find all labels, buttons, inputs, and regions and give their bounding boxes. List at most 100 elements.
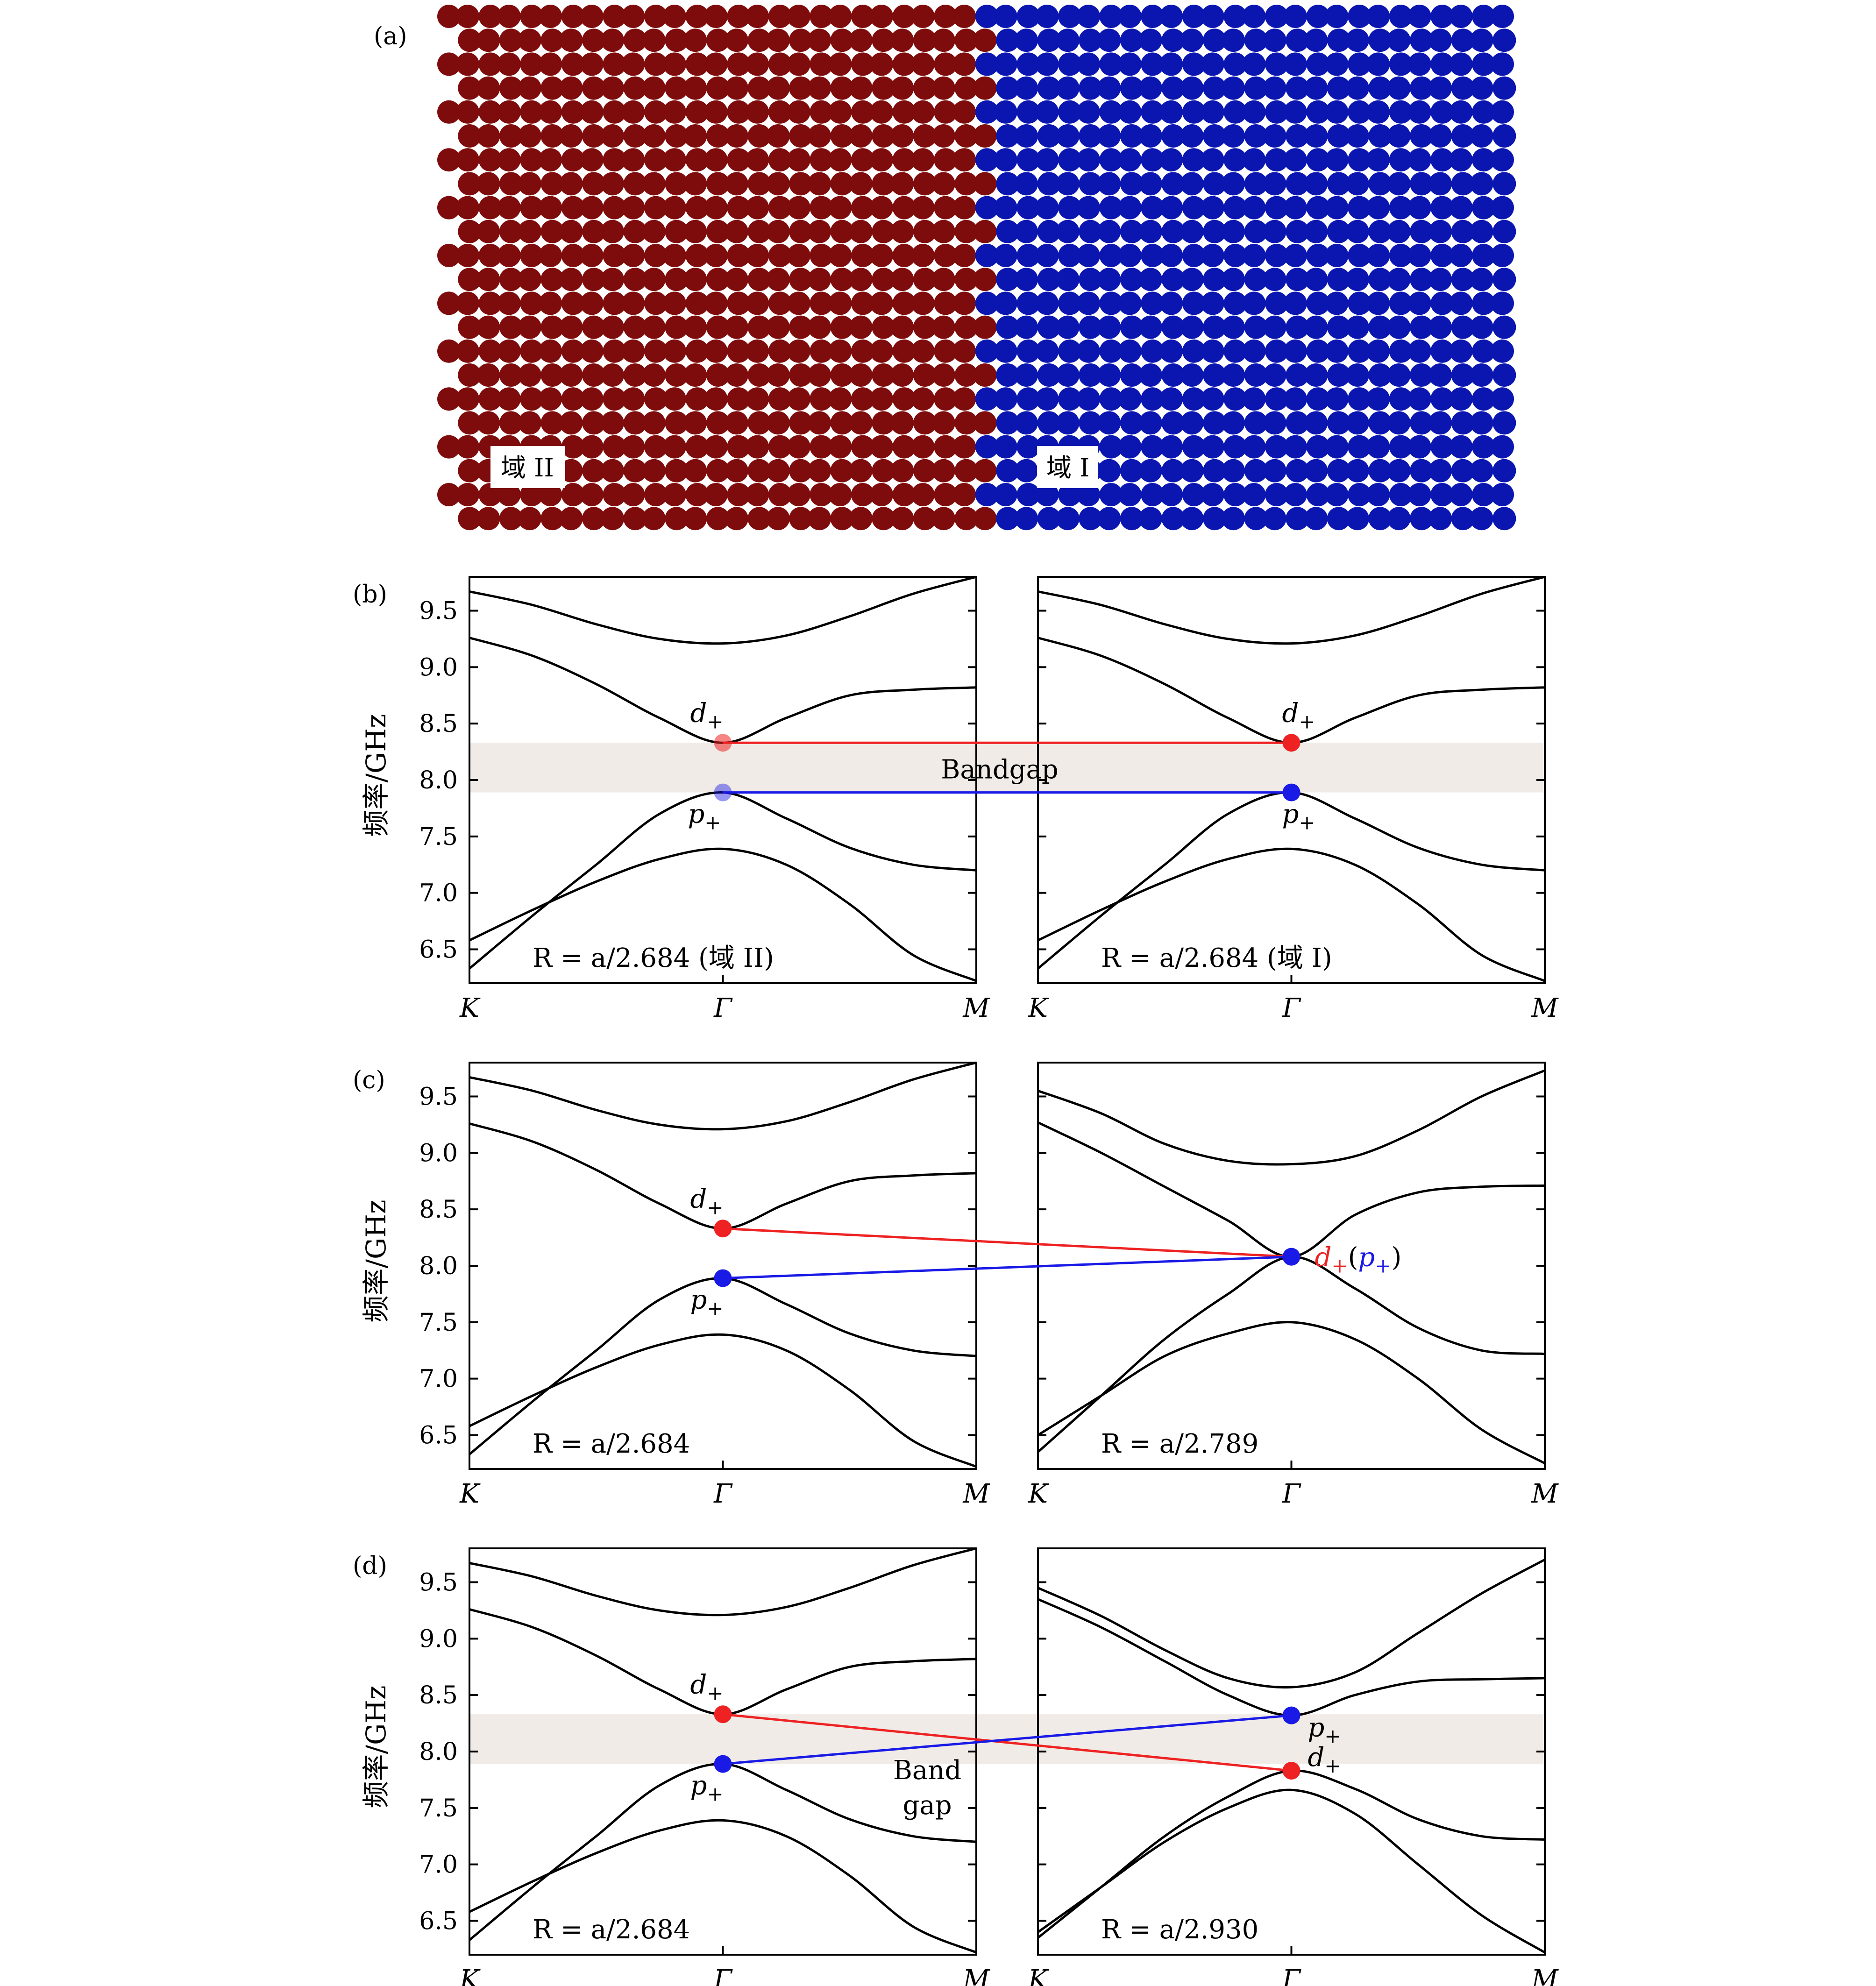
lattice-rod-552 xyxy=(1201,244,1224,267)
lattice-rod-318 xyxy=(621,148,645,172)
lattice-rod-352 xyxy=(1325,148,1349,172)
lattice-rod-8 xyxy=(603,5,626,28)
lattice-rod-541 xyxy=(975,244,999,267)
lattice-rod-6 xyxy=(561,5,585,28)
lattice-rod-1100 xyxy=(830,507,854,531)
lattice-rod-943 xyxy=(768,435,792,459)
lattice-rod-116 xyxy=(704,52,728,76)
lattice-rod-166 xyxy=(683,76,707,100)
lattice-rod-487 xyxy=(931,220,955,243)
lattice-rod-704 xyxy=(1161,315,1185,339)
lattice-rod-169 xyxy=(747,76,771,100)
lattice-rod-868 xyxy=(1348,387,1371,411)
lattice-rod-1006 xyxy=(1015,459,1038,482)
lattice-rod-384 xyxy=(931,172,955,196)
lattice-rod-484 xyxy=(872,220,895,243)
lattice-rod-814 xyxy=(1304,363,1328,387)
lattice-rod-216 xyxy=(644,100,668,124)
lattice-rod-310 xyxy=(456,148,479,172)
lattice-rod-901 xyxy=(973,411,997,435)
lattice-rod-324 xyxy=(746,148,769,172)
lattice-rod-398 xyxy=(1222,172,1245,196)
lattice-rod-113 xyxy=(644,52,668,76)
lattice-rod-139 xyxy=(1182,52,1206,76)
lattice-rod-204 xyxy=(1470,76,1493,100)
lattice-rod-338 xyxy=(1035,148,1059,172)
lattice-rod-547 xyxy=(1099,244,1123,267)
lattice-rod-1085 xyxy=(518,507,541,531)
lattice-rod-235 xyxy=(1035,100,1059,124)
lattice-rod-423 xyxy=(663,196,686,220)
lattice-rod-206 xyxy=(437,100,461,124)
ytick-label-b-left-5: 9.0 xyxy=(419,653,458,681)
lattice-rod-265 xyxy=(601,124,625,148)
lattice-rod-894 xyxy=(830,411,854,435)
lattice-rod-389 xyxy=(1037,172,1061,196)
lattice-rod-787 xyxy=(747,363,771,387)
lattice-rod-381 xyxy=(872,172,895,196)
lattice-rod-750 xyxy=(1035,339,1059,363)
lattice-rod-396 xyxy=(1180,172,1204,196)
lattice-rod-330 xyxy=(870,148,893,172)
lattice-rod-259 xyxy=(476,124,500,148)
lattice-rod-987 xyxy=(623,459,647,482)
lattice-rod-309 xyxy=(437,148,461,172)
lattice-rod-326 xyxy=(787,148,810,172)
lattice-rod-730 xyxy=(621,339,645,363)
lattice-rod-394 xyxy=(1138,172,1162,196)
lattice-rod-269 xyxy=(683,124,707,148)
lattice-rod-1119 xyxy=(1222,507,1245,531)
lattice-rod-251 xyxy=(1366,100,1390,124)
lattice-rod-202 xyxy=(1428,76,1452,100)
ytick-label-b-left-3: 8.0 xyxy=(419,766,458,794)
lattice-rod-1122 xyxy=(1286,507,1309,531)
lattice-rod-416 xyxy=(520,196,544,220)
lattice-rod-712 xyxy=(1327,315,1350,339)
lattice-rod-380 xyxy=(849,172,873,196)
lattice-rod-345 xyxy=(1182,148,1206,172)
lattice-rod-647 xyxy=(1035,291,1059,315)
lattice-rod-912 xyxy=(1203,411,1227,435)
lattice-rod-789 xyxy=(789,363,813,387)
lattice-rod-933 xyxy=(561,435,585,459)
band-panel-c-left: 6.5 7.0 7.5 8.0 8.5 9.0 9.5 K Γ M R = a/2.684 xyxy=(419,1061,990,1509)
lattice-rod-120 xyxy=(787,52,810,76)
lattice-rod-1062 xyxy=(1099,483,1123,506)
lattice-rod-304 xyxy=(1410,124,1434,148)
lattice-rod-439 xyxy=(994,196,1017,220)
lattice-rod-167 xyxy=(706,76,730,100)
lattice-rod-737 xyxy=(768,339,792,363)
lattice-rod-678 xyxy=(623,315,647,339)
lattice-rod-538 xyxy=(911,244,935,267)
lattice-rod-604 xyxy=(1222,268,1245,291)
lattice-rod-436 xyxy=(934,196,958,220)
lattice-rod-646 xyxy=(1016,291,1040,315)
lattice-rod-690 xyxy=(872,315,895,339)
band-panel-d-right: K Γ M R = a/2.930 xyxy=(1028,1547,1559,1986)
panel-label-d: (d) xyxy=(353,1552,387,1580)
lattice-rod-78 xyxy=(996,28,1020,52)
lattice-rod-523 xyxy=(603,244,626,267)
lattice-rod-1053 xyxy=(911,483,935,506)
lattice-rod-43 xyxy=(1325,5,1349,28)
lattice-rod-371 xyxy=(665,172,689,196)
lattice-rod-154 xyxy=(1491,52,1514,76)
lattice-rod-430 xyxy=(810,196,833,220)
lattice-rod-945 xyxy=(810,435,833,459)
lattice-rod-630 xyxy=(685,291,709,315)
lattice-rod-844 xyxy=(851,387,874,411)
lattice-rod-427 xyxy=(746,196,769,220)
lattice-rod-895 xyxy=(849,411,873,435)
lattice-rod-922 xyxy=(1410,411,1434,435)
lattice-rod-354 xyxy=(1366,148,1390,172)
lattice-rod-869 xyxy=(1366,387,1390,411)
lattice-rod-865 xyxy=(1284,387,1307,411)
lattice-rod-151 xyxy=(1430,52,1454,76)
lattice-rod-544 xyxy=(1035,244,1059,267)
lattice-rod-327 xyxy=(810,148,833,172)
lattice-rod-1011 xyxy=(1120,459,1144,482)
lattice-rod-307 xyxy=(1470,124,1493,148)
band-b-left-0 xyxy=(469,791,977,970)
lattice-rod-874 xyxy=(1472,387,1495,411)
lattice-rod-527 xyxy=(685,244,709,267)
